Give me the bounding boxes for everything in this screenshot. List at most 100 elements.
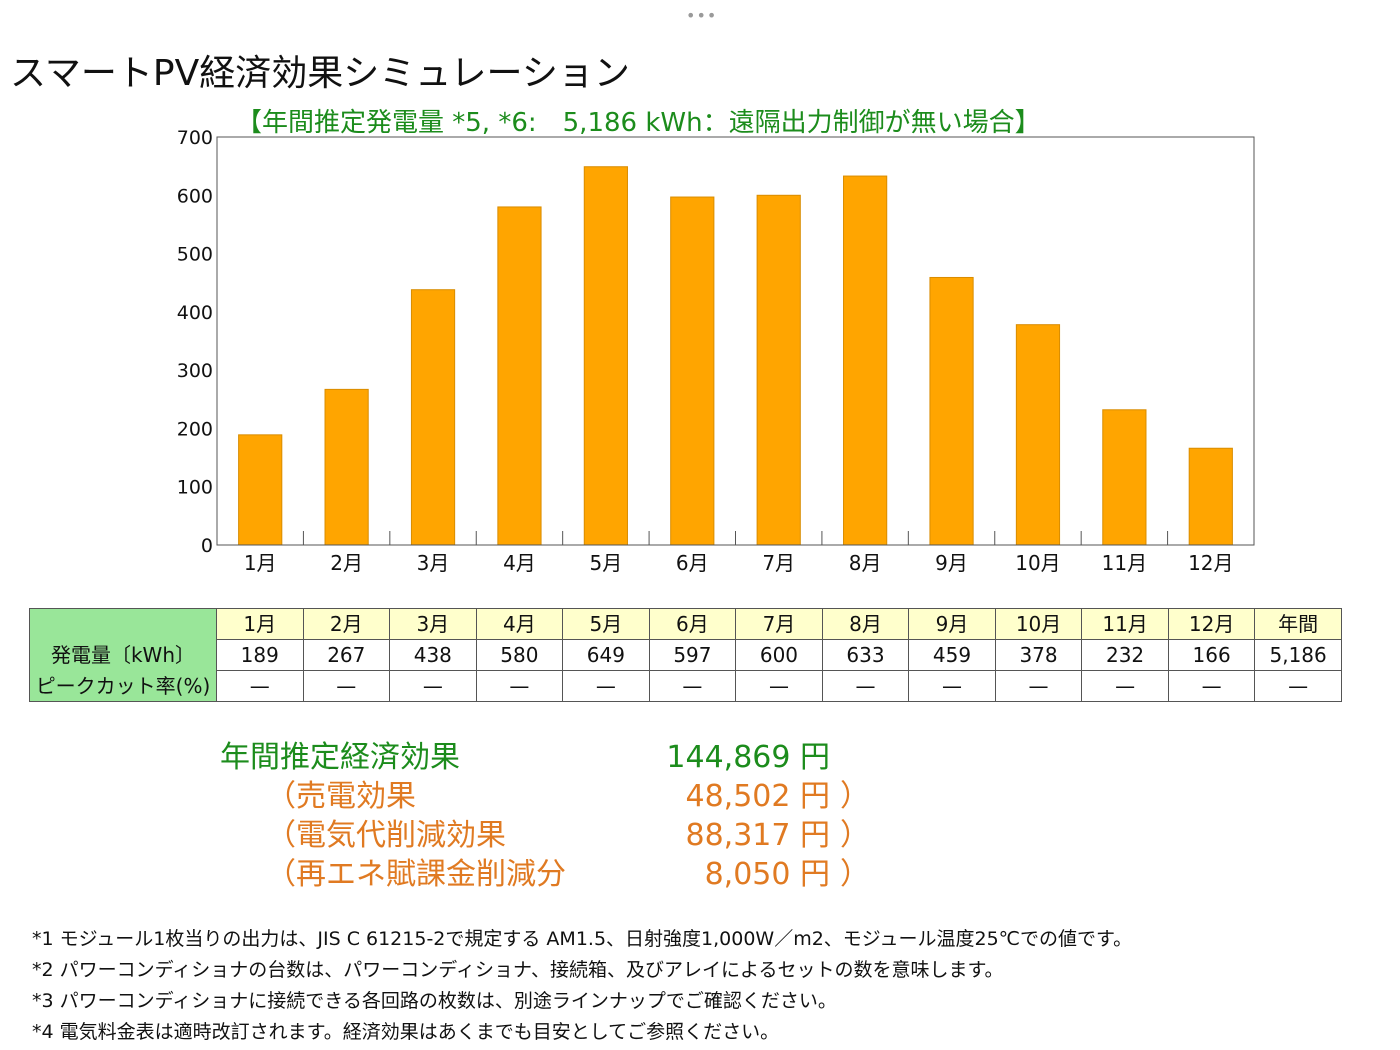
table-row: ピークカット率(%) — — — — — — — — — — — — —: [29, 670, 1342, 702]
table-cell: —: [562, 670, 650, 702]
table-cell: —: [1254, 670, 1342, 702]
economy-total-value: 144,869 円: [666, 740, 830, 775]
column-header: 6月: [648, 608, 737, 640]
bar-4月: [497, 206, 542, 546]
x-tick-label: 5月: [590, 551, 623, 575]
column-header: 3月: [389, 608, 477, 640]
x-tick-label: 2月: [330, 551, 363, 575]
table-cell: 633: [821, 639, 910, 671]
economy-total-label: 年間推定経済効果: [220, 740, 460, 775]
y-tick-label: 100: [177, 477, 213, 499]
table-cell: 232: [1081, 639, 1169, 671]
table-cell: 5,186: [1254, 639, 1342, 671]
table-cell: —: [821, 670, 910, 702]
column-header: 5月: [562, 608, 650, 640]
bar-9月: [929, 276, 974, 546]
table-cell: 166: [1167, 639, 1256, 671]
y-tick-label: 300: [177, 360, 213, 382]
bar-2月: [324, 388, 369, 546]
economy-item-paren: ）: [840, 818, 870, 853]
bar-8月: [843, 175, 888, 546]
x-axis-ticks: [302, 531, 1169, 545]
bar-12月: [1188, 447, 1233, 546]
x-tick-label: 6月: [676, 551, 709, 575]
plot-area-border: [216, 136, 1255, 546]
row-label-generation: 発電量〔kWh〕: [29, 639, 217, 671]
column-header: 7月: [735, 608, 823, 640]
x-tick-label: 12月: [1188, 551, 1233, 575]
economy-item-value: 88,317 円: [685, 818, 830, 853]
footnotes: *1 モジュール1枚当りの出力は、JIS C 61215-2で規定する AM1.…: [32, 924, 1132, 1048]
footnote: *1 モジュール1枚当りの出力は、JIS C 61215-2で規定する AM1.…: [32, 928, 1133, 950]
economy-item-label: （再エネ賦課金削減分: [266, 857, 566, 892]
economy-item-value: 48,502 円: [685, 779, 830, 814]
bar-series: [238, 166, 1233, 546]
table-cell: 459: [908, 639, 996, 671]
x-tick-label: 1月: [244, 551, 277, 575]
bar-7月: [756, 194, 801, 546]
x-tick-label: 3月: [417, 551, 450, 575]
x-tick-label: 9月: [935, 551, 968, 575]
column-header: 2月: [302, 608, 391, 640]
table-cell: 600: [735, 639, 823, 671]
footnote: *2 パワーコンディショナの台数は、パワーコンディショナ、接続箱、及びアレイによ…: [32, 959, 1004, 981]
generation-table: 1月 2月 3月 4月 5月 6月 7月 8月 9月 10月 11月 12月 年間 発電量〔kWh〕 1…: [29, 608, 1342, 702]
y-tick-label: 600: [177, 185, 213, 207]
table-corner-cell: [29, 608, 217, 640]
y-tick-label: 200: [177, 418, 213, 440]
footnote: *4 電気料金表は適時改訂されます。経済効果はあくまでも目安としてご参照ください…: [32, 1021, 780, 1043]
bar-11月: [1102, 409, 1147, 546]
row-label-peak-cut: ピークカット率(%): [29, 670, 217, 702]
table-cell: —: [648, 670, 737, 702]
table-cell: —: [302, 670, 391, 702]
y-axis-tick-labels: 0 100 200 300 400 500 600 700: [177, 127, 213, 557]
column-header: 9月: [908, 608, 996, 640]
x-tick-label: 11月: [1102, 551, 1147, 575]
y-tick-label: 400: [177, 302, 213, 324]
x-axis-tick-labels: 1月 2月 3月 4月 5月 6月 7月 8月 9月 10月 11月 12月: [244, 551, 1234, 575]
table-cell: —: [389, 670, 477, 702]
table-cell: —: [994, 670, 1083, 702]
bar-chart: 0 100 200 300 400 500 600 700 1月 2月 3月 4月 5月 6月 7月 8月 9…: [177, 127, 1255, 575]
economy-item-label: （売電効果: [266, 779, 416, 814]
column-header: 4月: [475, 608, 564, 640]
x-tick-label: 4月: [503, 551, 536, 575]
economy-item-paren: ）: [840, 779, 870, 814]
chart-title: 【年間推定発電量 *5, *6: 5,186 kWh：遠隔出力制御が無い場合】: [236, 108, 1041, 138]
bar-6月: [670, 196, 715, 546]
x-tick-label: 7月: [762, 551, 795, 575]
page-title: スマートPV経済効果シミュレーション: [10, 53, 630, 94]
economy-item-paren: ）: [840, 857, 870, 892]
table-cell: 649: [562, 639, 650, 671]
table-row: 発電量〔kWh〕 189 267 438 580 649 597 600 633 459 378 2…: [29, 639, 1342, 671]
y-tick-label: 0: [201, 535, 213, 557]
table-header-row: 1月 2月 3月 4月 5月 6月 7月 8月 9月 10月 11月 12月 年間: [29, 608, 1342, 640]
table-cell: —: [475, 670, 564, 702]
table-cell: 378: [994, 639, 1083, 671]
table-cell: —: [1167, 670, 1256, 702]
bar-10月: [1015, 324, 1061, 546]
bar-3月: [410, 289, 456, 546]
column-header: 年間: [1254, 608, 1342, 640]
table-cell: —: [1081, 670, 1169, 702]
table-cell: 438: [389, 639, 477, 671]
table-cell: —: [908, 670, 996, 702]
x-tick-label: 10月: [1015, 551, 1060, 575]
table-cell: 580: [475, 639, 564, 671]
x-tick-label: 8月: [849, 551, 882, 575]
column-header: 8月: [821, 608, 910, 640]
table-cell: 189: [216, 639, 304, 671]
y-tick-label: 500: [177, 244, 213, 266]
y-tick-label: 700: [177, 127, 213, 149]
table-cell: 597: [648, 639, 737, 671]
bar-5月: [583, 166, 628, 546]
column-header: 1月: [216, 608, 304, 640]
column-header: 10月: [994, 608, 1083, 640]
window-dots-indicator: •••: [686, 6, 718, 25]
bar-1月: [238, 434, 283, 546]
table-cell: —: [735, 670, 823, 702]
economy-item-label: （電気代削減効果: [266, 818, 506, 853]
footnote: *3 パワーコンディショナに接続できる各回路の枚数は、別途ラインナップでご確認く…: [32, 990, 837, 1012]
column-header: 12月: [1167, 608, 1256, 640]
table-cell: —: [216, 670, 304, 702]
